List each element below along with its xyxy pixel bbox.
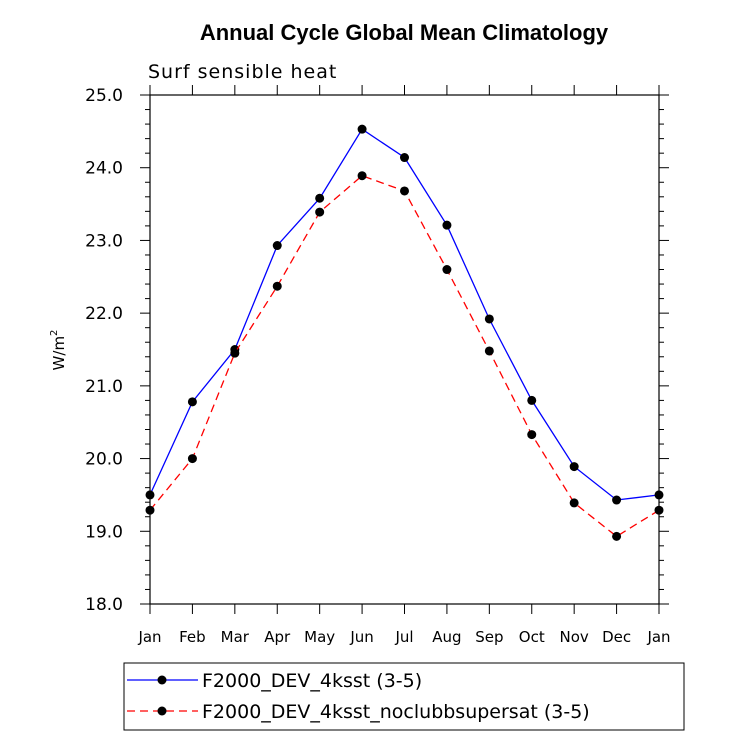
data-point [315, 207, 325, 217]
series-2 [145, 171, 664, 541]
x-tick-label: Feb [179, 628, 206, 646]
y-axis-label: W/m2 [49, 330, 68, 371]
series-layer [145, 124, 664, 541]
data-point [442, 265, 452, 275]
x-tick-label: Jan [646, 628, 670, 646]
legend-label-series-2: F2000_DEV_4ksst_noclubbsupersat (3-5) [202, 701, 590, 723]
y-tick-label: 18.0 [85, 595, 123, 615]
legend-marker-series-2 [157, 706, 167, 716]
series-line-1 [149, 128, 660, 501]
data-point [569, 498, 579, 508]
y-tick-label: 19.0 [85, 522, 123, 542]
legend-marker-series-1 [157, 675, 167, 685]
series-line-2 [149, 174, 660, 538]
x-tick-label: Apr [264, 628, 291, 646]
series-1 [145, 124, 664, 505]
data-point [654, 490, 664, 500]
data-point [527, 395, 537, 405]
data-point [187, 454, 197, 464]
data-point [357, 171, 367, 181]
y-tick-label: 25.0 [85, 86, 123, 106]
data-point [230, 348, 240, 358]
data-point [272, 281, 282, 291]
data-point [145, 490, 155, 500]
y-tick-label: 22.0 [85, 304, 123, 324]
data-point [315, 193, 325, 203]
data-point [400, 153, 409, 163]
data-point [569, 462, 579, 472]
x-tick-label: Jun [349, 628, 373, 646]
x-tick-label: Jan [137, 628, 161, 646]
x-tick-label: Sep [475, 628, 503, 646]
data-point [612, 531, 622, 541]
y-axis-ticks: 18.0 19.0 20.0 21.0 22.0 23.0 24.0 25.0 [85, 86, 669, 615]
data-point [400, 186, 409, 196]
data-point [145, 505, 155, 515]
x-tick-label: Nov [560, 628, 589, 646]
legend-label-series-1: F2000_DEV_4ksst (3-5) [202, 670, 422, 692]
data-point [484, 314, 494, 324]
y-axis-label-unit: W/m [50, 336, 68, 371]
x-tick-label: Mar [221, 628, 250, 646]
legend: F2000_DEV_4ksst (3-5) F2000_DEV_4ksst_no… [123, 662, 685, 731]
chart-title: Annual Cycle Global Mean Climatology [200, 20, 609, 45]
y-tick-label: 24.0 [85, 159, 123, 179]
y-tick-label: 20.0 [85, 450, 123, 470]
y-axis-label-superscript: 2 [49, 330, 60, 336]
data-point [527, 430, 537, 440]
data-point [654, 505, 664, 515]
x-tick-label: Jul [394, 628, 413, 646]
x-tick-label: May [304, 628, 335, 646]
data-point [612, 495, 622, 505]
y-tick-label: 23.0 [85, 231, 123, 251]
x-tick-label: Oct [519, 628, 545, 646]
x-axis-ticks: Jan Feb Mar Apr May Jun Jul Aug Sep Oct Nov Dec Jan [137, 85, 671, 646]
x-tick-label: Dec [602, 628, 631, 646]
data-point [357, 124, 367, 134]
data-point [442, 220, 452, 230]
data-point [187, 397, 197, 407]
data-point [484, 346, 494, 356]
legend-box [123, 662, 685, 731]
data-point [272, 241, 282, 251]
chart-subtitle: Surf sensible heat [148, 61, 337, 83]
x-tick-label: Aug [432, 628, 461, 646]
y-tick-label: 21.0 [85, 377, 123, 397]
plot-frame [149, 94, 660, 605]
plot-axes [149, 94, 660, 605]
